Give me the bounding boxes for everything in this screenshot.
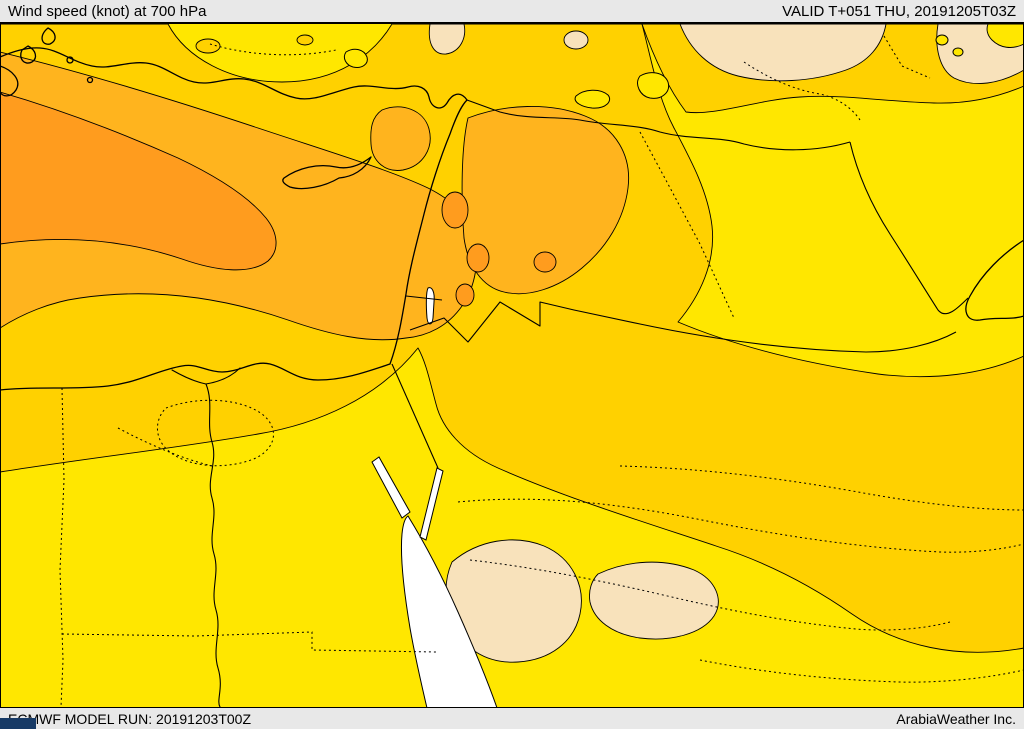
lake-van <box>574 89 611 109</box>
border-israel-jordan <box>405 295 443 301</box>
wind-band-orange-spot-3 <box>455 283 475 307</box>
wind-band-cream-top-right <box>679 23 887 82</box>
border-egypt-libya-dotted <box>59 387 65 708</box>
wind-band-amber-anatolia-blob <box>370 106 431 171</box>
wind-band-orange-spot-2 <box>466 243 490 273</box>
valid-time-label: VALID T+051 THU, 20191205T03Z <box>782 2 1016 20</box>
wind-band-amber-syria <box>461 106 630 295</box>
nile-river <box>205 383 221 708</box>
model-run-label: ECMWF MODEL RUN: 20191203T00Z <box>8 710 251 727</box>
dashed-line-arabia-1 <box>457 498 1024 553</box>
cyprus-coastline <box>282 156 372 190</box>
lake-ne-small-1 <box>935 34 949 46</box>
lake-urmia <box>637 72 670 99</box>
footer-bar: ECMWF MODEL RUN: 20191203T00Z ArabiaWeat… <box>0 707 1024 729</box>
dead-sea <box>425 287 435 325</box>
gulf-of-suez <box>371 456 411 519</box>
persian-gulf-coastline <box>965 239 1024 321</box>
wind-band-cream-arabia-east <box>589 561 719 640</box>
aegean-island-3 <box>66 56 74 64</box>
aegean-island-1 <box>20 45 37 64</box>
lake-ne-small-2 <box>952 47 964 57</box>
dashed-line-caucasus-2 <box>883 35 931 79</box>
wind-band-orange-spot-4 <box>533 251 557 273</box>
border-egypt-israel <box>391 363 439 469</box>
border-jordan-saudi-iraq <box>409 301 957 353</box>
map-title: Wind speed (knot) at 700 hPa <box>8 2 207 20</box>
dashed-line-egypt-desert <box>117 427 213 467</box>
aegean-island-4 <box>86 76 94 84</box>
lake-tuz <box>343 48 368 68</box>
border-iraq-iran <box>849 141 969 315</box>
wind-band-orange-spot-1 <box>441 191 469 229</box>
nile-delta-west-branch <box>171 369 207 385</box>
wind-band-gold-spot-2 <box>296 34 314 46</box>
border-turkey-syria-iraq <box>466 99 851 151</box>
wind-band-orange-core <box>0 91 277 271</box>
wind-band-cream-small-top-2 <box>563 30 589 50</box>
footer-logo-block <box>0 718 36 729</box>
header-bar: Wind speed (knot) at 700 hPa VALID T+051… <box>0 0 1024 23</box>
wind-band-gold-spot-1 <box>195 38 221 54</box>
aegean-island-2 <box>41 27 56 45</box>
aegean-coastline <box>0 65 19 97</box>
red-sea <box>400 515 505 729</box>
dashed-line-arabia-4 <box>699 659 1024 683</box>
border-egypt-sudan-dotted <box>61 631 437 653</box>
dashed-line-caucasus-1 <box>743 61 861 121</box>
wind-band-cream-small-top <box>428 23 466 55</box>
wind-band-yellow-ne-corner <box>986 23 1024 48</box>
gulf-of-aqaba <box>419 467 444 541</box>
credit-label: ArabiaWeather Inc. <box>896 710 1016 727</box>
nile-delta-east-branch <box>205 367 241 385</box>
